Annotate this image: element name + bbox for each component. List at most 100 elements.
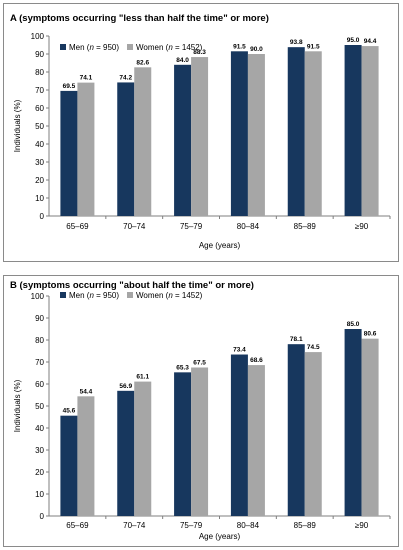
- x-tick-label: 75–79: [180, 222, 203, 231]
- legend-swatch-women: [127, 44, 133, 50]
- y-tick-label: 70: [35, 86, 44, 95]
- y-tick-label: 70: [35, 358, 44, 367]
- x-tick-label: 70–74: [123, 521, 146, 530]
- data-label-women: 61.1: [136, 374, 149, 381]
- y-tick-label: 0: [40, 512, 45, 521]
- legend-label-n: n: [168, 291, 173, 300]
- legend-label-prefix: Men (: [69, 43, 90, 52]
- legend-label-prefix: Women (: [136, 291, 169, 300]
- data-label-men: 74.2: [119, 74, 132, 81]
- data-label-women: 54.4: [80, 388, 93, 395]
- data-label-women: 91.5: [307, 43, 320, 50]
- x-tick-label: 85–89: [294, 222, 317, 231]
- data-label-men: 45.6: [63, 408, 76, 415]
- legend-label-suffix: = 1452): [173, 291, 203, 300]
- bar-men: [117, 390, 135, 516]
- y-tick-label: 30: [35, 158, 44, 167]
- bar-women: [134, 67, 152, 216]
- data-label-women: 68.6: [250, 357, 263, 364]
- bar-men: [60, 415, 78, 516]
- legend-swatch-women: [127, 292, 133, 298]
- x-tick-label: 65–69: [66, 222, 89, 231]
- y-tick-label: 50: [35, 122, 44, 131]
- bar-men: [230, 354, 248, 516]
- legend-label-prefix: Women (: [136, 43, 169, 52]
- x-axis-label: Age (years): [199, 241, 241, 250]
- y-tick-label: 10: [35, 490, 44, 499]
- legend-label-women: Women (n = 1452): [136, 291, 203, 300]
- bar-women: [134, 381, 152, 516]
- legend-label-suffix: = 950): [94, 291, 119, 300]
- x-tick-label: ≥90: [355, 521, 369, 530]
- bar-men: [174, 372, 192, 516]
- bar-men: [287, 344, 305, 516]
- y-tick-label: 80: [35, 68, 44, 77]
- chart-panel-a: A (symptoms occurring "less than half th…: [3, 3, 399, 262]
- bar-men: [60, 90, 78, 216]
- y-tick-label: 60: [35, 104, 44, 113]
- chart-title: A (symptoms occurring "less than half th…: [10, 13, 269, 24]
- legend-label-men: Men (n = 950): [69, 291, 119, 300]
- bar-women: [191, 57, 209, 217]
- data-label-men: 91.5: [233, 43, 246, 50]
- data-label-women: 67.5: [193, 360, 206, 367]
- data-label-men: 95.0: [347, 37, 360, 44]
- chart-panel-b: B (symptoms occurring "about half the ti…: [3, 275, 399, 547]
- bar-women: [191, 367, 209, 516]
- bar-men: [344, 329, 362, 516]
- y-tick-label: 60: [35, 380, 44, 389]
- y-tick-label: 80: [35, 336, 44, 345]
- x-tick-label: 75–79: [180, 521, 203, 530]
- bar-women: [304, 51, 322, 216]
- legend-label-suffix: = 950): [94, 43, 119, 52]
- legend-label-n: n: [89, 43, 94, 52]
- data-label-men: 65.3: [176, 364, 189, 371]
- legend-label-n: n: [89, 291, 94, 300]
- x-axis-label: Age (years): [199, 532, 241, 541]
- y-tick-label: 20: [35, 176, 44, 185]
- chart-title: B (symptoms occurring "about half the ti…: [10, 280, 254, 291]
- data-label-women: 74.5: [307, 344, 320, 351]
- y-tick-label: 100: [31, 32, 45, 41]
- data-label-men: 56.9: [119, 383, 132, 390]
- x-tick-label: 80–84: [237, 521, 260, 530]
- data-label-men: 85.0: [347, 321, 360, 328]
- bar-women: [77, 396, 95, 516]
- legend-label-women: Women (n = 1452): [136, 43, 203, 52]
- bar-women: [247, 54, 265, 216]
- legend-label-suffix: = 1452): [173, 43, 203, 52]
- bar-men: [117, 82, 135, 216]
- bar-men: [287, 47, 305, 216]
- x-tick-label: 70–74: [123, 222, 146, 231]
- data-label-women: 88.3: [193, 49, 206, 56]
- chart-a: A (symptoms occurring "less than half th…: [10, 13, 391, 250]
- x-tick-label: 80–84: [237, 222, 260, 231]
- y-tick-label: 20: [35, 468, 44, 477]
- bar-women: [77, 82, 95, 217]
- bar-women: [304, 352, 322, 516]
- data-label-women: 82.6: [136, 59, 149, 66]
- legend-swatch-men: [60, 292, 66, 298]
- y-tick-label: 50: [35, 402, 44, 411]
- x-tick-label: ≥90: [355, 222, 369, 231]
- y-axis-label: Individuals (%): [13, 99, 22, 152]
- x-tick-label: 65–69: [66, 521, 89, 530]
- y-axis-label: Individuals (%): [13, 379, 22, 432]
- x-tick-label: 85–89: [294, 521, 317, 530]
- y-tick-label: 90: [35, 50, 44, 59]
- legend-swatch-men: [60, 44, 66, 50]
- data-label-men: 69.5: [63, 83, 76, 90]
- legend-label-prefix: Men (: [69, 291, 90, 300]
- legend-label-n: n: [168, 43, 173, 52]
- data-label-men: 73.4: [233, 347, 246, 354]
- y-tick-label: 10: [35, 194, 44, 203]
- y-tick-label: 40: [35, 140, 44, 149]
- bar-women: [247, 365, 265, 516]
- bar-women: [361, 46, 379, 216]
- data-label-men: 93.8: [290, 39, 303, 46]
- bar-men: [344, 45, 362, 216]
- legend-label-men: Men (n = 950): [69, 43, 119, 52]
- bar-men: [230, 51, 248, 216]
- y-tick-label: 90: [35, 314, 44, 323]
- chart-b: B (symptoms occurring "about half the ti…: [10, 280, 391, 541]
